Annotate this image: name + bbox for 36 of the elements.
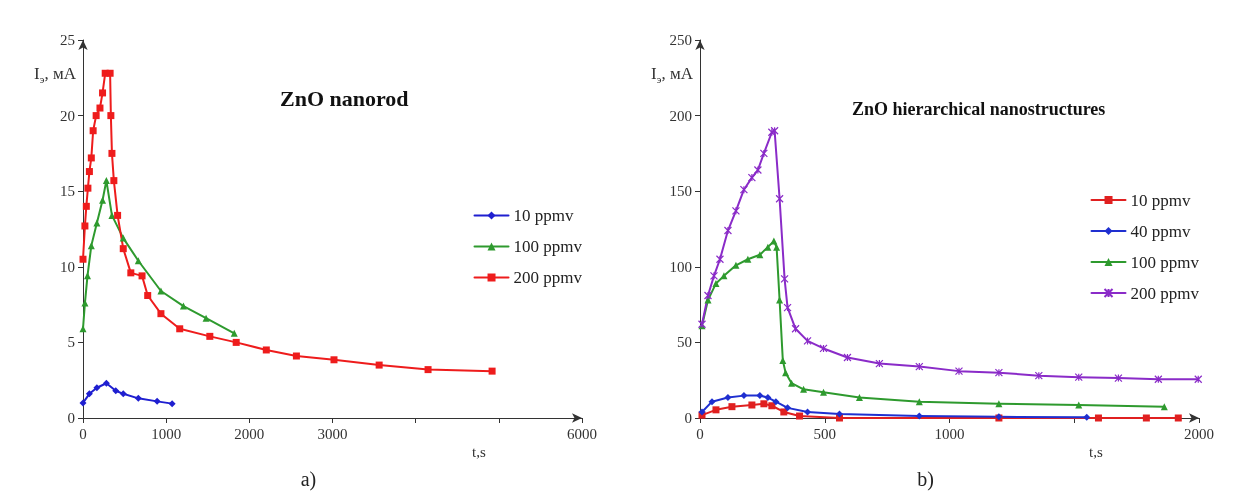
- y-tick-label: 100: [669, 258, 692, 275]
- x-tick-label: 500: [813, 425, 836, 442]
- y-axis-title: I$_{э}$, мА: [651, 64, 693, 86]
- legend-label: 10 ppmv: [1130, 190, 1191, 210]
- y-tick-label: 15: [60, 183, 75, 200]
- legend-label: 100 ppmv: [513, 237, 583, 256]
- y-tick-label: 0: [684, 410, 692, 426]
- x-axis-title: t,s: [1089, 443, 1103, 460]
- y-tick-label: 150: [669, 183, 692, 200]
- x-tick-label: 3000: [317, 425, 348, 442]
- y-tick-label: 20: [60, 107, 75, 124]
- legend-label: 40 ppmv: [1130, 221, 1191, 241]
- legend-label: 200 ppmv: [513, 268, 583, 287]
- legend-label: 100 ppmv: [1130, 252, 1200, 272]
- y-tick-label: 250: [669, 32, 692, 48]
- y-axis-title: I$_{э}$, мА: [34, 64, 76, 86]
- y-tick-label: 25: [60, 32, 75, 48]
- y-tick-label: 5: [67, 334, 75, 351]
- legend-label: 10 ppmv: [513, 206, 574, 225]
- x-tick-label: 2000: [234, 425, 265, 442]
- x-tick-label: 1000: [151, 425, 182, 442]
- y-tick-label: 200: [669, 107, 692, 124]
- y-tick-label: 0: [67, 410, 75, 426]
- y-tick-label: 50: [677, 334, 692, 351]
- x-tick-label: 0: [696, 425, 704, 442]
- legend-label: 200 ppmv: [1130, 283, 1200, 303]
- x-axis-title: t,s: [472, 443, 486, 460]
- x-tick-label: 2000: [1184, 425, 1214, 442]
- x-tick-label: 0: [79, 425, 87, 442]
- text: ZnO nanorod: [280, 85, 409, 111]
- text: a): [300, 468, 317, 491]
- text: ZnO hierarchical nanostructures: [852, 99, 1106, 119]
- x-tick-label: 1000: [934, 425, 965, 442]
- x-tick-label: 6000: [567, 425, 597, 442]
- y-tick-label: 10: [60, 258, 75, 275]
- text: b): [917, 468, 934, 491]
